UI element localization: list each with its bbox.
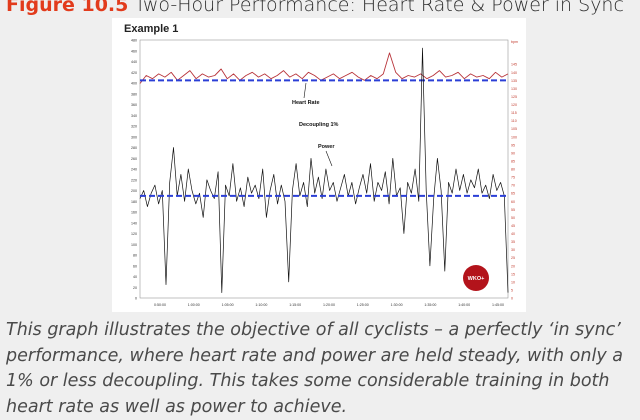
- y-right-tick-label: 5: [511, 288, 513, 292]
- x-tick-label: 1:10:00: [255, 303, 267, 307]
- x-tick-label: 1:15:00: [289, 303, 301, 307]
- y-right-tick-label: 60: [511, 200, 515, 204]
- annotation-power: Power: [318, 144, 335, 150]
- annotation-arrow-heart-rate: [303, 82, 307, 99]
- x-tick-label: 1:30:00: [391, 303, 403, 307]
- heart-rate-line: [139, 52, 509, 84]
- y-right-tick-label: 135: [511, 79, 517, 83]
- y-left-tick-label: 60: [133, 264, 137, 268]
- y-left-tick-label: 160: [131, 211, 137, 215]
- y-right-tick-label: 140: [511, 71, 517, 75]
- x-tick-label: 1:40:00: [458, 303, 470, 307]
- y-right-tick-label: 75: [511, 176, 515, 180]
- y-left-tick-label: 460: [131, 49, 137, 53]
- y-right-tick-label: 115: [511, 111, 517, 115]
- y-left-tick-label: 240: [131, 168, 137, 172]
- y-left-tick-label: 300: [131, 135, 137, 139]
- figure-header: Figure 10.5 Two-Hour Performance: Heart …: [0, 0, 640, 16]
- y-right-tick-label: 100: [511, 135, 517, 139]
- y-right-tick-label: 30: [511, 248, 515, 252]
- x-tick-label: 1:20:00: [323, 303, 335, 307]
- y-right-tick-label: 65: [511, 192, 515, 196]
- y-right-tick-label: 70: [511, 184, 515, 188]
- chart-title: Example 1: [124, 23, 178, 35]
- y-right-tick-label: 105: [511, 127, 517, 131]
- y-right-tick-label: 25: [511, 256, 515, 260]
- y-left-tick-label: 220: [131, 178, 137, 182]
- y-right-tick-label: 120: [511, 103, 517, 107]
- y-right-tick-label: 40: [511, 232, 515, 236]
- y-right-tick-label: 0: [511, 297, 513, 301]
- wko-logo-circle: [463, 265, 489, 291]
- y-right-tick-label: 110: [511, 119, 517, 123]
- plot-frame: [139, 39, 509, 299]
- figure-label: Figure 10.5: [6, 0, 129, 16]
- y-left-tick-label: 120: [131, 232, 137, 236]
- y-left-tick-label: 420: [131, 71, 137, 75]
- y-left-tick-label: 280: [131, 146, 137, 150]
- annotation-decoupling: Decoupling 1%: [299, 122, 339, 128]
- annotation-heart-rate: Heart Rate: [292, 100, 320, 106]
- y-left-tick-label: 480: [131, 39, 137, 43]
- x-tick-label: 1:25:00: [357, 303, 369, 307]
- y-right-tick-label: 80: [511, 168, 515, 172]
- y-left-tick-label: 400: [131, 82, 137, 86]
- y-left-tick-label: 180: [131, 200, 137, 204]
- y-left-tick-label: 440: [131, 60, 137, 64]
- wko-logo-text: WKO+: [468, 276, 485, 282]
- y-left-tick-label: 100: [131, 243, 137, 247]
- y-right-tick-label: 10: [511, 280, 515, 284]
- y-right-tick-label: 50: [511, 216, 515, 220]
- y-right-tick-label: 130: [511, 87, 517, 91]
- y-right-tick-label: 95: [511, 143, 515, 147]
- y-right-tick-label: 15: [511, 272, 515, 276]
- y-left-tick-label: 140: [131, 221, 137, 225]
- y-right-tick-label: 20: [511, 264, 515, 268]
- x-tick-label: 1:00:00: [188, 303, 200, 307]
- y-right-tick-label: 85: [511, 159, 515, 163]
- y-right-tick-label: 45: [511, 224, 515, 228]
- figure-title: Two-Hour Performance: Heart Rate & Power…: [134, 0, 624, 16]
- y-right-tick-label: 125: [511, 95, 517, 99]
- y-right-tick-label: 90: [511, 151, 515, 155]
- y-right-tick-label: 145: [511, 63, 517, 67]
- y-left-tick-label: 0: [135, 297, 137, 301]
- y-left-tick-label: 340: [131, 114, 137, 118]
- figure-caption: This graph illustrates the objective of …: [6, 320, 623, 417]
- x-tick-label: 1:45:00: [492, 303, 504, 307]
- y-left-tick-label: 80: [133, 254, 137, 258]
- y-left-tick-label: 200: [131, 189, 137, 193]
- y-right-tick-label: 55: [511, 208, 515, 212]
- y-right-tick-label: 35: [511, 240, 515, 244]
- y-left-tick-label: 320: [131, 125, 137, 129]
- x-tick-label: 1:05:00: [222, 303, 234, 307]
- x-tick-label: 0:50:00: [154, 303, 166, 307]
- annotation-arrow-power: [325, 150, 333, 167]
- y-left-tick-label: 40: [133, 275, 137, 279]
- y-left-tick-label: 380: [131, 92, 137, 96]
- y-right-axis-label: bpm: [511, 40, 518, 44]
- chart-panel: Example 1 0 20 40 60 80 100 120 140 160 180 200 220 2…: [112, 18, 526, 312]
- power-line: [139, 47, 509, 293]
- x-tick-label: 1:35:00: [424, 303, 436, 307]
- y-left-tick-label: 260: [131, 157, 137, 161]
- y-left-tick-label: 360: [131, 103, 137, 107]
- chart-svg: Example 10204060801001201401601802002202…: [124, 23, 518, 307]
- y-left-tick-label: 20: [133, 286, 137, 290]
